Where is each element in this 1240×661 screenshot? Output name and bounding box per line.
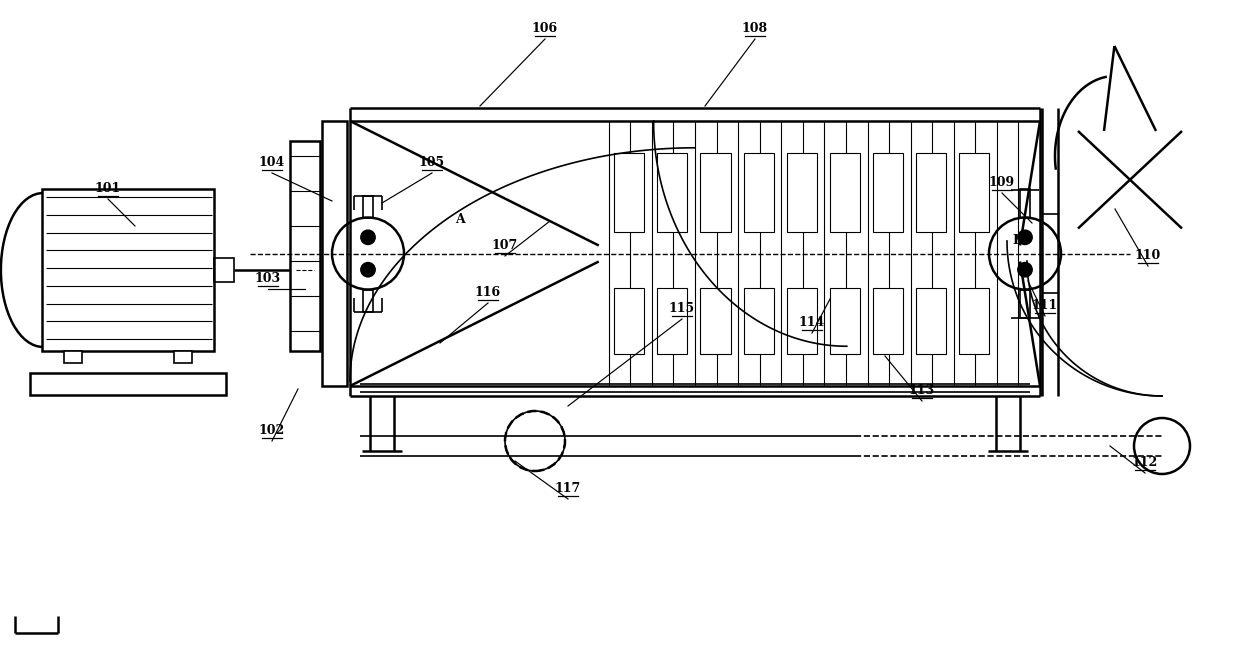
- Bar: [830, 153, 861, 232]
- Bar: [701, 288, 730, 354]
- Bar: [614, 288, 645, 354]
- Text: 110: 110: [1135, 249, 1161, 262]
- Circle shape: [1018, 230, 1032, 245]
- Text: A: A: [455, 213, 465, 226]
- Bar: [363, 196, 373, 217]
- Text: 112: 112: [1132, 456, 1158, 469]
- Text: 114: 114: [799, 316, 825, 329]
- Bar: [873, 153, 903, 232]
- Bar: [290, 141, 320, 351]
- Text: 111: 111: [1032, 299, 1058, 312]
- Text: 103: 103: [255, 272, 281, 285]
- Bar: [64, 351, 82, 363]
- Bar: [830, 288, 861, 354]
- Bar: [786, 153, 817, 232]
- Text: 106: 106: [532, 22, 558, 35]
- Bar: [42, 189, 215, 351]
- Bar: [916, 288, 946, 354]
- Text: 113: 113: [909, 384, 935, 397]
- Text: 104: 104: [259, 156, 285, 169]
- Bar: [1021, 190, 1030, 217]
- Bar: [657, 153, 687, 232]
- Bar: [363, 290, 373, 311]
- Text: B: B: [1013, 234, 1023, 247]
- Bar: [873, 288, 903, 354]
- Text: 107: 107: [492, 239, 518, 252]
- Bar: [215, 258, 234, 282]
- Text: 116: 116: [475, 286, 501, 299]
- Bar: [744, 153, 774, 232]
- Text: 117: 117: [554, 482, 582, 495]
- Bar: [916, 153, 946, 232]
- Circle shape: [361, 230, 376, 245]
- Bar: [701, 153, 730, 232]
- Bar: [657, 288, 687, 354]
- Bar: [960, 288, 990, 354]
- Text: 109: 109: [990, 176, 1016, 189]
- Text: 108: 108: [742, 22, 768, 35]
- Circle shape: [1018, 262, 1032, 277]
- Bar: [614, 153, 645, 232]
- Text: 101: 101: [95, 182, 122, 195]
- Text: 105: 105: [419, 156, 445, 169]
- Bar: [30, 373, 226, 395]
- Bar: [1021, 290, 1030, 317]
- Text: 115: 115: [668, 302, 696, 315]
- Text: 102: 102: [259, 424, 285, 437]
- Bar: [744, 288, 774, 354]
- Bar: [960, 153, 990, 232]
- Circle shape: [361, 262, 376, 277]
- Bar: [786, 288, 817, 354]
- Bar: [322, 121, 347, 386]
- Bar: [174, 351, 192, 363]
